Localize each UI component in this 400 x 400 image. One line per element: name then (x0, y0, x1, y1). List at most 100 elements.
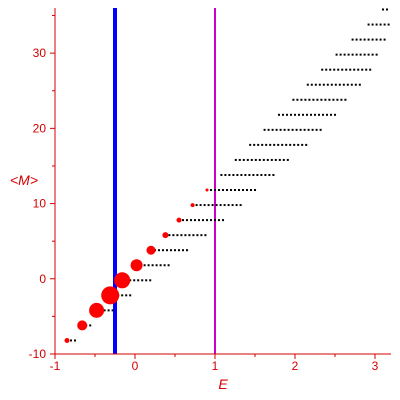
dot (322, 83, 325, 86)
dot (271, 128, 274, 131)
dot-row-13 (249, 143, 308, 146)
dot (290, 113, 292, 116)
dot (286, 113, 288, 116)
dot (379, 38, 382, 41)
dot (367, 38, 370, 41)
dot (268, 173, 271, 176)
dot (186, 249, 188, 252)
dot-row-11 (220, 173, 275, 176)
dot (89, 324, 92, 327)
dot-row-10 (206, 189, 256, 192)
dot (347, 53, 350, 56)
dot (387, 23, 390, 26)
dot (256, 173, 259, 176)
dot (297, 143, 300, 146)
red-marker-2 (89, 302, 105, 318)
dot (240, 173, 243, 176)
dot (375, 23, 378, 26)
dot (367, 23, 370, 26)
dot (375, 53, 378, 56)
dot (325, 68, 328, 71)
red-marker-4 (114, 272, 131, 289)
dot (296, 98, 299, 101)
dot-row-19 (335, 53, 378, 56)
dot (222, 219, 224, 222)
dot-row-8 (178, 219, 224, 222)
dot (278, 158, 281, 161)
dot (172, 234, 175, 237)
dot (253, 143, 256, 146)
dot (365, 68, 368, 71)
dot (351, 38, 354, 41)
dot (200, 234, 203, 237)
dot (103, 309, 106, 312)
dot (111, 309, 114, 312)
dot (141, 279, 144, 282)
dot (293, 143, 296, 146)
dot (232, 173, 235, 176)
dot (314, 83, 317, 86)
dot (334, 83, 337, 86)
dot (305, 143, 308, 146)
dot (246, 158, 249, 161)
dot (238, 189, 240, 192)
dot (363, 53, 366, 56)
dot (351, 53, 354, 56)
dot (74, 339, 76, 342)
dot (147, 264, 150, 267)
red-marker-5 (130, 259, 143, 272)
dot (214, 219, 216, 222)
dot (168, 234, 171, 237)
dot (334, 113, 336, 116)
dot (234, 189, 236, 192)
dot (338, 83, 341, 86)
red-marker-3 (101, 286, 120, 305)
dot (207, 204, 210, 207)
dot (308, 98, 311, 101)
dot (318, 83, 321, 86)
vertical-lines-layer (113, 8, 216, 354)
dot (312, 98, 315, 101)
dot (228, 173, 231, 176)
dot (326, 113, 328, 116)
dot-row-6 (150, 249, 188, 252)
x-ticks-layer: -1 0 1 2 3 (50, 354, 379, 373)
y-axis-title: <M> (10, 172, 38, 188)
dot (303, 128, 306, 131)
dot (218, 219, 220, 222)
dot (70, 339, 72, 342)
dot (349, 68, 352, 71)
dot (242, 189, 244, 192)
dot (304, 98, 307, 101)
dot-row-16 (292, 98, 347, 101)
dot (337, 68, 340, 71)
dot (249, 143, 252, 146)
dot (199, 204, 202, 207)
x-tick-label-2: 1 (212, 359, 219, 373)
dot (294, 113, 296, 116)
y-tick-label-4: 30 (33, 46, 47, 60)
dot (350, 83, 353, 86)
dot (234, 158, 237, 161)
dot (196, 234, 199, 237)
dot (252, 173, 255, 176)
dot (386, 8, 388, 11)
dot (355, 53, 358, 56)
dot (316, 98, 319, 101)
red-marker-7 (162, 232, 169, 239)
dot (278, 113, 280, 116)
dot (238, 158, 241, 161)
dot (299, 128, 302, 131)
dot (342, 83, 345, 86)
dot (298, 113, 300, 116)
x-tick-label-3: 2 (292, 359, 299, 373)
dot (174, 249, 176, 252)
dot (321, 68, 324, 71)
dot (383, 23, 386, 26)
dot (182, 249, 184, 252)
dot (218, 189, 220, 192)
dot (220, 173, 223, 176)
dot (158, 249, 160, 252)
dot (369, 68, 372, 71)
